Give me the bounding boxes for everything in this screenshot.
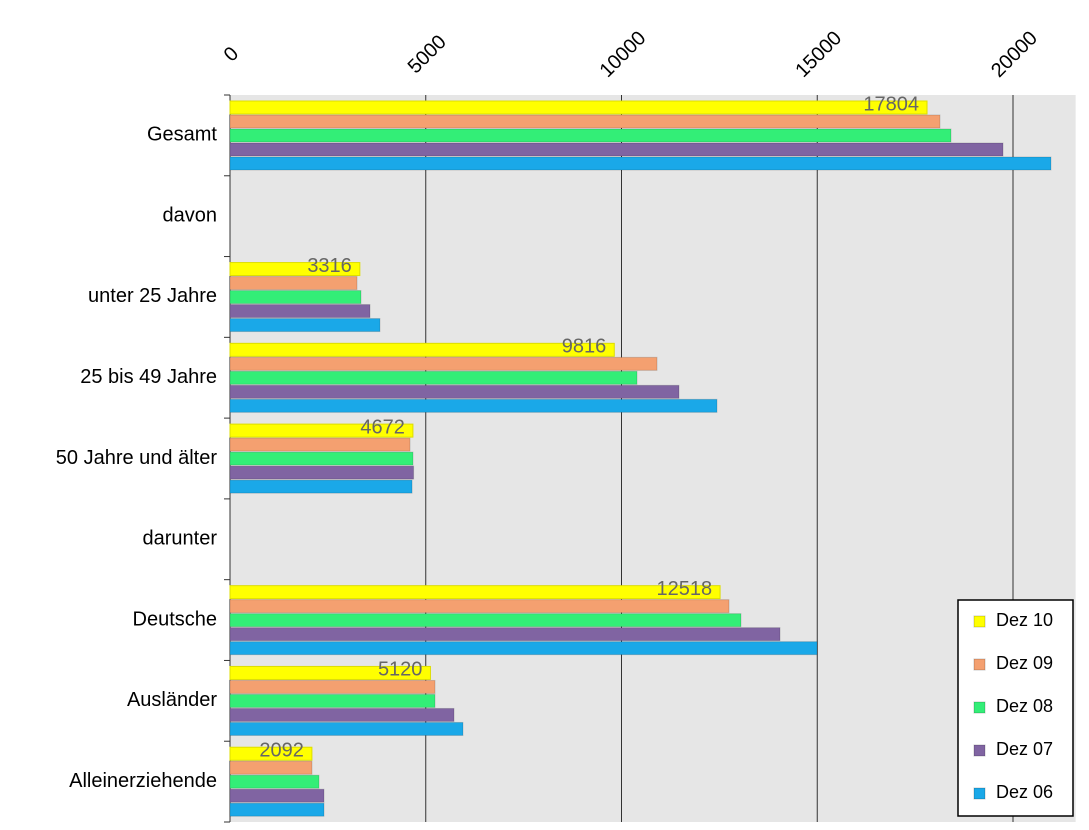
- bar: [229, 384, 680, 399]
- bar: [229, 318, 381, 333]
- legend-label: Dez 07: [996, 739, 1053, 759]
- bar: [229, 665, 431, 680]
- bar: [229, 613, 742, 628]
- y-tick-label: 25 bis 49 Jahre: [80, 366, 217, 388]
- x-tick-label: 10000: [596, 27, 651, 82]
- bar: [229, 342, 615, 357]
- bar: [229, 156, 1052, 171]
- bar: [229, 746, 313, 761]
- y-tick-label: 50 Jahre und älter: [56, 447, 218, 469]
- legend-label: Dez 08: [996, 696, 1053, 716]
- y-tick-label: Ausländer: [127, 689, 217, 711]
- y-tick-label: davon: [163, 204, 218, 226]
- bar: [229, 262, 361, 277]
- x-tick-label: 5000: [404, 31, 451, 78]
- legend: Dez 10 Dez 09 Dez 08 Dez 07 Dez 06: [957, 599, 1074, 817]
- bar: [229, 304, 371, 319]
- bar: [229, 423, 414, 438]
- y-tick-label: Deutsche: [133, 608, 218, 630]
- bar: [229, 774, 320, 789]
- y-tick-label: Gesamt: [147, 124, 217, 146]
- data-label: 9816: [562, 336, 607, 358]
- data-label: 3316: [307, 255, 352, 277]
- bar: [229, 802, 325, 817]
- bar: [229, 679, 436, 694]
- legend-label: Dez 10: [996, 610, 1053, 630]
- bar: [229, 437, 411, 452]
- data-label: 5120: [378, 659, 423, 681]
- legend-label: Dez 06: [996, 782, 1053, 802]
- bar: [229, 707, 455, 722]
- bar: [229, 398, 718, 413]
- legend-swatch: [973, 787, 986, 800]
- legend-swatch: [973, 615, 986, 628]
- x-tick-label: 20000: [987, 27, 1042, 82]
- x-tick-label: 0: [220, 43, 243, 66]
- bar: [229, 693, 436, 708]
- data-label: 17804: [863, 93, 919, 115]
- legend-swatch: [973, 658, 986, 671]
- bar: [229, 128, 952, 143]
- bar: [229, 142, 1004, 157]
- bar: [229, 599, 730, 614]
- bar: [229, 100, 928, 115]
- data-label: 2092: [259, 740, 304, 762]
- y-tick-label: Alleinerziehende: [69, 770, 217, 792]
- data-label: 12518: [656, 578, 712, 600]
- bar: [229, 290, 362, 305]
- bar: [229, 585, 721, 600]
- y-tick-label: unter 25 Jahre: [88, 285, 217, 307]
- x-tick-label: 15000: [791, 27, 846, 82]
- bar: [229, 788, 325, 803]
- bar: [229, 356, 658, 371]
- y-tick-label: darunter: [143, 528, 218, 550]
- legend-swatch: [973, 701, 986, 714]
- bar: [229, 627, 781, 642]
- bar: [229, 641, 818, 656]
- bar: [229, 465, 415, 480]
- data-label: 4672: [360, 416, 405, 438]
- bar: [229, 760, 313, 775]
- bar: [229, 114, 941, 129]
- bar: [229, 721, 464, 736]
- bar: [229, 451, 414, 466]
- legend-label: Dez 09: [996, 653, 1053, 673]
- legend-swatch: [973, 744, 986, 757]
- bar: [229, 276, 358, 291]
- bar: [229, 370, 638, 385]
- bar: [229, 479, 413, 494]
